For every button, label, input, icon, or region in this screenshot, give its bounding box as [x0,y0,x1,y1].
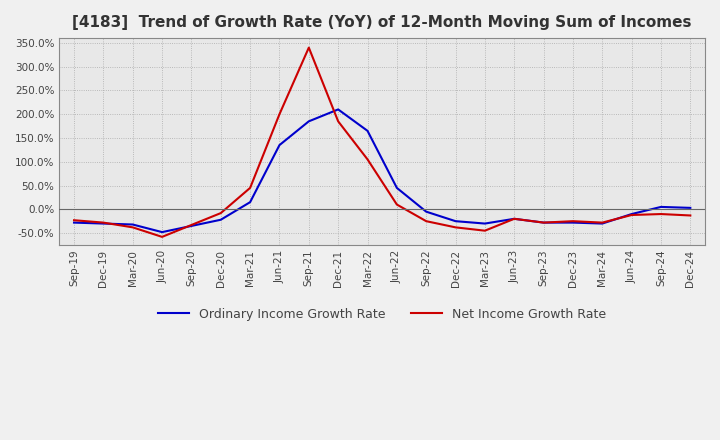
Net Income Growth Rate [305,45,313,50]
Net Income Growth Rate [334,119,343,124]
Ordinary Income Growth Rate [363,128,372,133]
Ordinary Income Growth Rate [598,221,607,226]
Net Income Growth Rate [158,234,166,239]
Line: Net Income Growth Rate: Net Income Growth Rate [74,48,690,237]
Ordinary Income Growth Rate [187,223,196,228]
Net Income Growth Rate [128,225,137,230]
Ordinary Income Growth Rate [128,222,137,227]
Ordinary Income Growth Rate [217,217,225,222]
Ordinary Income Growth Rate [392,185,401,191]
Ordinary Income Growth Rate [539,220,548,225]
Net Income Growth Rate [99,220,108,225]
Line: Ordinary Income Growth Rate: Ordinary Income Growth Rate [74,110,690,232]
Net Income Growth Rate [392,202,401,207]
Net Income Growth Rate [217,210,225,216]
Ordinary Income Growth Rate [158,230,166,235]
Ordinary Income Growth Rate [451,219,460,224]
Ordinary Income Growth Rate [246,199,254,205]
Ordinary Income Growth Rate [422,209,431,214]
Ordinary Income Growth Rate [70,220,78,225]
Net Income Growth Rate [510,216,518,221]
Net Income Growth Rate [657,211,665,216]
Ordinary Income Growth Rate [334,107,343,112]
Ordinary Income Growth Rate [275,143,284,148]
Net Income Growth Rate [569,219,577,224]
Ordinary Income Growth Rate [99,221,108,226]
Ordinary Income Growth Rate [686,205,695,210]
Title: [4183]  Trend of Growth Rate (YoY) of 12-Month Moving Sum of Incomes: [4183] Trend of Growth Rate (YoY) of 12-… [73,15,692,30]
Net Income Growth Rate [598,220,607,225]
Ordinary Income Growth Rate [510,216,518,221]
Net Income Growth Rate [422,219,431,224]
Ordinary Income Growth Rate [657,204,665,209]
Net Income Growth Rate [627,213,636,218]
Ordinary Income Growth Rate [480,221,489,226]
Net Income Growth Rate [686,213,695,218]
Ordinary Income Growth Rate [305,119,313,124]
Ordinary Income Growth Rate [627,211,636,216]
Net Income Growth Rate [246,185,254,191]
Net Income Growth Rate [539,220,548,225]
Net Income Growth Rate [70,218,78,223]
Net Income Growth Rate [275,112,284,117]
Legend: Ordinary Income Growth Rate, Net Income Growth Rate: Ordinary Income Growth Rate, Net Income … [153,303,611,326]
Net Income Growth Rate [451,225,460,230]
Ordinary Income Growth Rate [569,220,577,225]
Net Income Growth Rate [187,222,196,227]
Net Income Growth Rate [480,228,489,233]
Net Income Growth Rate [363,157,372,162]
